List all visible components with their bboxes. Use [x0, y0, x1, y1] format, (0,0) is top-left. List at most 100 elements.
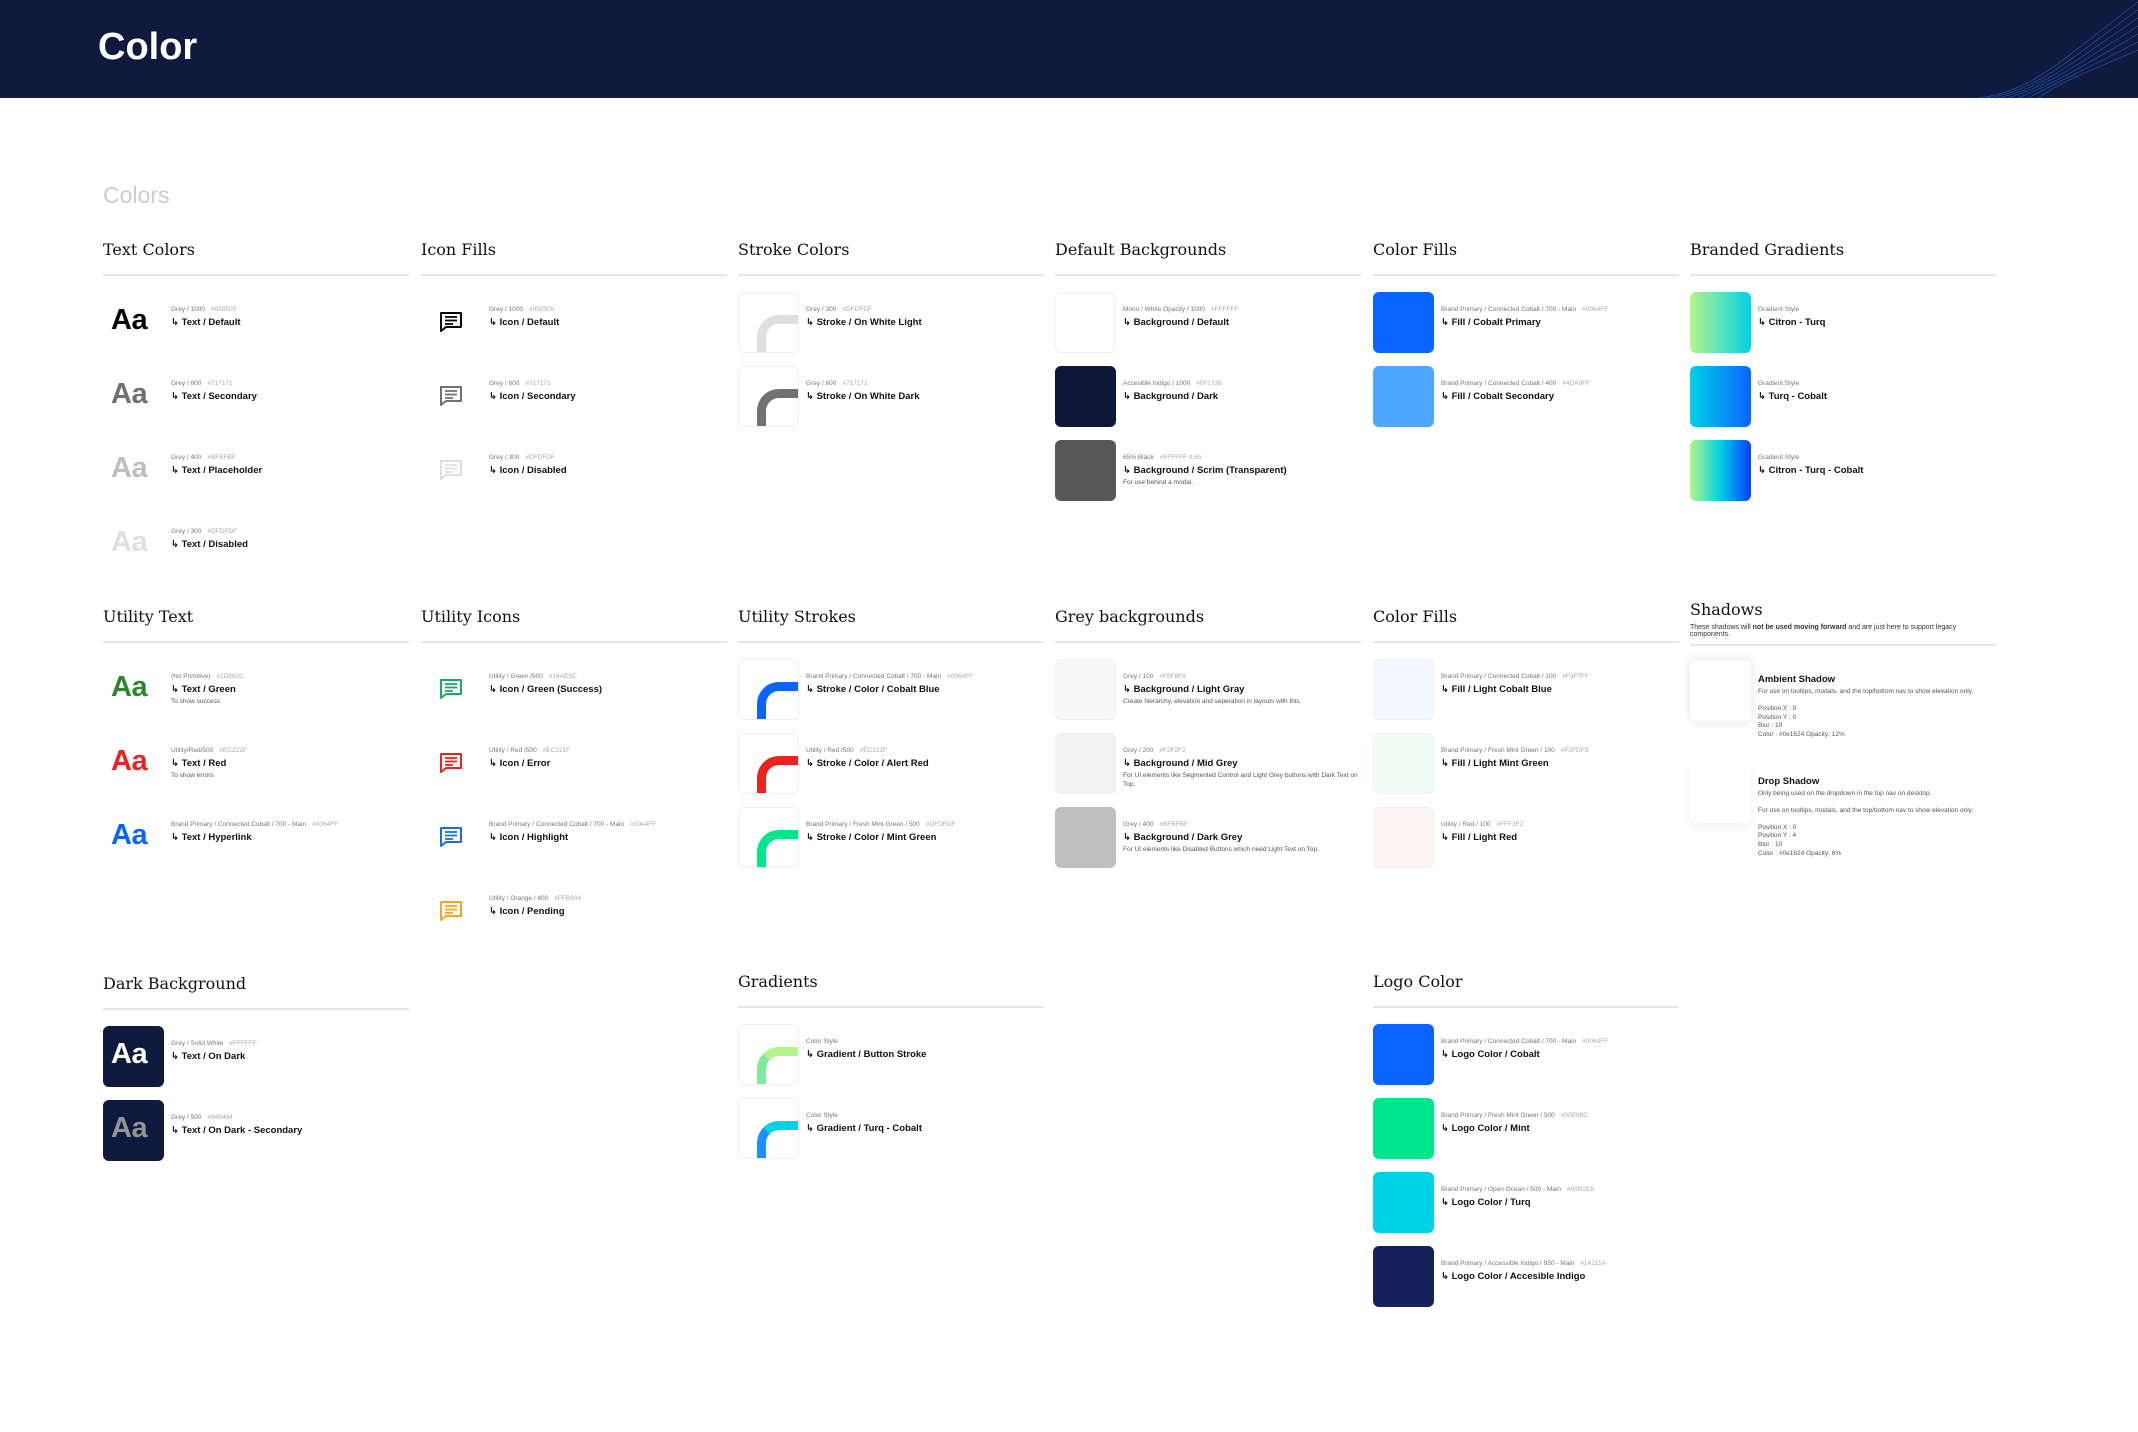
divider — [1690, 644, 1996, 646]
swatch-row: Grey / 1000 #050505 ↳ Icon / Default — [421, 292, 727, 354]
token-name: ↳ Background / Mid Grey — [1123, 758, 1238, 769]
gradient-swatch — [1690, 292, 1751, 353]
swatch-row: Aa Grey / Solid White #FFFFFF ↳ Text / On D… — [103, 1026, 409, 1088]
token-meta: Grey / 1000 #050505 — [489, 306, 729, 313]
swatch-text: Grey / 1000 #050505 ↳ Text / Default — [171, 306, 411, 328]
token-name: ↳ Text / Disabled — [171, 539, 248, 550]
token-note: For UI elements like Disabled Buttons wh… — [1123, 846, 1319, 853]
hex-value: #FFFFFF — [229, 1040, 257, 1047]
token-meta: Grey / 600 #717171 — [806, 380, 1046, 387]
primitive-name: Grey / 1000 — [171, 306, 205, 313]
token-name: ↳ Icon / Highlight — [489, 832, 569, 843]
color-swatch — [1055, 807, 1116, 868]
swatch-text: Utility / Red /500 #EC221F ↳ Stroke / Colo… — [806, 747, 1046, 769]
message-icon — [440, 753, 462, 773]
hex-value: #BFBFBF — [1159, 821, 1188, 828]
token-meta: Brand Primary / Connected Cobalt / 700 -… — [171, 821, 411, 828]
swatch-row: 65% Black #FFFFFF A 65 ↳ Background / Scri… — [1055, 440, 1361, 502]
hex-value: #FFF3F2 — [1496, 821, 1524, 828]
swatch-text: Grey / 600 #717171 ↳ Text / Secondary — [171, 380, 411, 402]
message-icon — [440, 312, 462, 332]
text-swatch: Aa — [103, 733, 164, 794]
primitive-name: Grey / 300 — [806, 306, 837, 313]
sample-glyph: Aa — [111, 304, 148, 336]
hex-value: #0064FF — [947, 673, 974, 680]
sample-glyph: Aa — [111, 526, 148, 558]
swatch-row: Grey / 300 #DFDFDF ↳ Icon / Disabled — [421, 440, 727, 502]
hex-value: #F2FDF9 — [1560, 747, 1589, 754]
section-title: Utility Icons — [421, 607, 521, 626]
text-swatch: Aa — [103, 440, 164, 501]
stroke-swatch — [738, 366, 799, 427]
token-name: ↳ Fill / Light Mint Green — [1441, 758, 1549, 769]
swatch-text: Grey / 600 #717171 ↳ Stroke / On White Dar… — [806, 380, 1046, 402]
primitive-name: Grey / 600 — [806, 380, 837, 387]
primitive-name: Gradient Style — [1758, 454, 1800, 461]
token-name: ↳ Stroke / On White Dark — [806, 391, 920, 402]
primitive-name: Utility / Red /500 — [806, 747, 854, 754]
token-name: ↳ Background / Default — [1123, 317, 1230, 328]
primitive-name: Brand Primary / Fresh Mint Green / 500 — [806, 821, 920, 828]
hex-value: #717171 — [207, 380, 233, 387]
hex-value: #2D862C — [216, 673, 244, 680]
divider — [1373, 1006, 1679, 1008]
color-swatch — [1373, 733, 1434, 794]
sample-glyph: Aa — [111, 745, 148, 777]
token-meta: Color Style — [806, 1112, 1046, 1119]
shadow-swatch — [1690, 660, 1751, 721]
section-title: Color Fills — [1373, 240, 1458, 259]
dark-text-swatch: Aa — [103, 1100, 164, 1161]
token-name: ↳ Background / Dark Grey — [1123, 832, 1243, 843]
primitive-name: Gradient Style — [1758, 380, 1800, 387]
swatch-text: Utility / Red / 100 #FFF3F2 ↳ Fill / Light… — [1441, 821, 1681, 843]
swatch-row: Brand Primary / Fresh Mint Green / 500 #D… — [738, 807, 1044, 869]
hex-value: #DFDFDF — [925, 821, 956, 828]
hex-value: #949494 — [207, 1114, 233, 1121]
hex-value: #717171 — [842, 380, 868, 387]
section-utility-strokes: Utility Strokes Brand Primary / Connecte… — [738, 607, 1044, 868]
swatch-text: Brand Primary / Connected Cobalt / 700 -… — [1441, 306, 1681, 328]
color-swatch — [1373, 1024, 1434, 1085]
section-title: Icon Fills — [421, 240, 496, 259]
primitive-name: Color Style — [806, 1112, 838, 1119]
token-meta: Grey / 400 #BFBFBF — [171, 454, 411, 461]
swatch-row: Aa Utility/Red/500 #EC221F ↳ Text / Red To s… — [103, 733, 409, 795]
hex-value: #0F1736 — [1196, 380, 1222, 387]
section-grey-backgrounds: Grey backgrounds Grey / 100 #F8F8F9 ↳ Back… — [1055, 607, 1361, 868]
primitive-name: Utility / Red /500 — [489, 747, 537, 754]
token-meta: Gradient Style — [1758, 380, 1998, 387]
swatch-text: Grey / 300 #DFDFDF ↳ Stroke / On White Lig… — [806, 306, 1046, 328]
swatch-row: Color Style ↳ Gradient / Turq - Cobalt — [738, 1098, 1044, 1160]
token-meta: Brand Primary / Open Ocean / 500 - Main #… — [1441, 1186, 1681, 1193]
hex-value: #F2F2F2 — [1159, 747, 1186, 754]
token-meta: Brand Primary / Connected Cobalt / 700 -… — [1441, 306, 1681, 313]
stroke-corner — [757, 1121, 798, 1158]
section-shadows: Shadows These shadows will not be used m… — [1690, 600, 1996, 857]
swatch-text: Gradient Style ↳ Citron - Turq - Cobalt — [1758, 454, 1998, 476]
swatch-row: Brand Primary / Connected Cobalt / 700 -… — [738, 659, 1044, 721]
shadow-spec-line: Color : #0e1624 Opacity: 6% — [1758, 849, 1842, 857]
token-meta: Gradient Style — [1758, 454, 1998, 461]
token-note: To show success — [171, 698, 221, 705]
hex-value: #DFDFDF — [207, 528, 237, 535]
token-meta: Grey / 300 #DFDFDF — [171, 528, 411, 535]
token-name: ↳ Fill / Cobalt Secondary — [1441, 391, 1555, 402]
token-name: ↳ Logo Color / Mint — [1441, 1123, 1530, 1134]
section-stroke-colors: Stroke Colors Grey / 300 #DFDFDF ↳ Stroke … — [738, 240, 1044, 427]
primitive-name: Brand Primary / Connected Cobalt / 400 — [1441, 380, 1557, 387]
swatch-row: Grey / 100 #F8F8F9 ↳ Background / Light Gr… — [1055, 659, 1361, 721]
token-name: ↳ Text / On Dark - Secondary — [171, 1125, 303, 1136]
sample-glyph: Aa — [111, 671, 148, 703]
token-name: ↳ Text / Green — [171, 684, 236, 695]
token-meta: Grey / 1000 #050505 — [171, 306, 411, 313]
swatch-row: Brand Primary / Connected Cobalt / 700 -… — [421, 807, 727, 869]
primitive-name: Brand Primary / Connected Cobalt / 100 — [1441, 673, 1557, 680]
section-title: Text Colors — [103, 240, 195, 259]
divider — [1373, 274, 1679, 276]
swatch-row: Brand Primary / Open Ocean / 500 - Main #… — [1373, 1172, 1679, 1234]
sample-glyph: Aa — [111, 819, 148, 851]
color-swatch — [1055, 659, 1116, 720]
section-title: Dark Background — [103, 974, 247, 993]
token-name: ↳ Icon / Error — [489, 758, 551, 769]
swatch-text: Brand Primary / Connected Cobalt / 700 -… — [171, 821, 411, 843]
